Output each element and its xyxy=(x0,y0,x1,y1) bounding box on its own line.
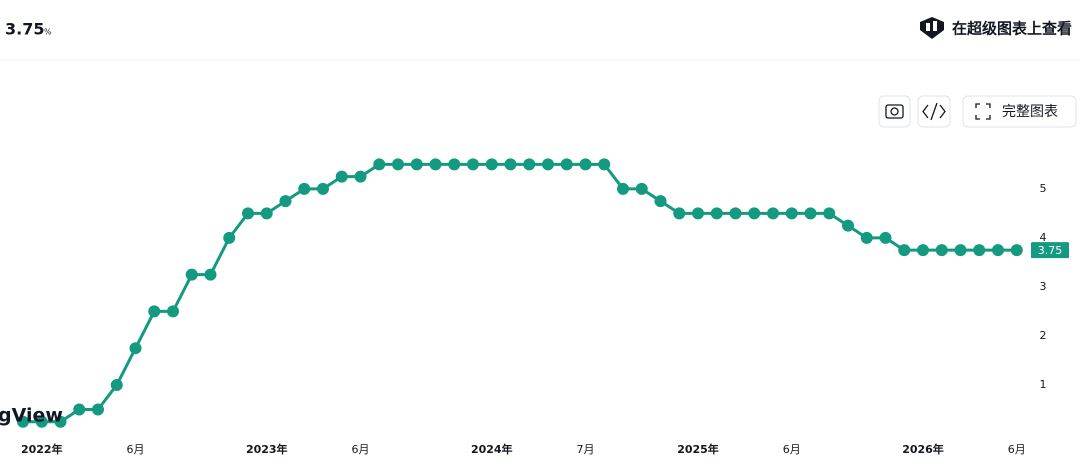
point xyxy=(260,207,273,220)
point xyxy=(185,268,198,281)
point xyxy=(242,207,254,220)
point xyxy=(504,158,517,171)
point xyxy=(579,158,592,171)
point xyxy=(654,195,667,208)
y-tick-label: 1 xyxy=(1040,378,1047,391)
supercharts-link[interactable]: 在超级图表上查看 xyxy=(920,17,1072,39)
point xyxy=(842,219,854,232)
point xyxy=(467,158,479,171)
point xyxy=(167,305,179,318)
point xyxy=(560,158,573,171)
y-tick-label: 2 xyxy=(1040,329,1047,342)
point xyxy=(485,158,498,171)
point xyxy=(748,207,761,220)
point xyxy=(335,170,348,183)
expand-icon xyxy=(975,103,991,120)
x-tick-label: 2023年 xyxy=(246,442,288,456)
point xyxy=(954,244,967,257)
code-icon xyxy=(922,102,946,121)
last-value-badge xyxy=(1031,242,1069,259)
point xyxy=(92,403,104,416)
x-tick-label: 6月 xyxy=(783,443,801,456)
embed-button[interactable] xyxy=(917,95,951,128)
unit: % xyxy=(44,28,52,37)
point xyxy=(298,182,311,195)
logo-icon xyxy=(920,17,944,39)
y-tick-label: 3 xyxy=(1040,280,1047,293)
point xyxy=(110,378,123,391)
camera-icon xyxy=(885,104,904,119)
point xyxy=(204,268,217,281)
point xyxy=(917,244,929,257)
point xyxy=(223,231,236,244)
logo-icon xyxy=(933,21,937,31)
point xyxy=(973,244,986,257)
point xyxy=(804,207,817,220)
point xyxy=(354,170,367,183)
x-tick-label: 7月 xyxy=(577,443,595,456)
y-tick-label: 5 xyxy=(1040,182,1047,195)
point xyxy=(823,207,836,220)
y-tick-label: 4 xyxy=(1040,231,1047,244)
point xyxy=(429,158,442,171)
camera-icon xyxy=(890,107,899,116)
point xyxy=(279,195,292,208)
x-tick-label: 2025年 xyxy=(677,442,719,456)
point xyxy=(598,158,611,171)
point xyxy=(410,158,423,171)
point xyxy=(860,231,873,244)
button-frame xyxy=(962,95,1077,128)
point xyxy=(879,231,892,244)
point xyxy=(392,158,404,171)
point xyxy=(729,207,742,220)
line xyxy=(23,162,1017,424)
logo-icon xyxy=(926,23,930,31)
snapshot-button[interactable] xyxy=(878,95,911,128)
point xyxy=(17,415,29,428)
point xyxy=(73,403,86,416)
link-text: 在超级图表上查看 xyxy=(952,20,1072,38)
point xyxy=(635,182,648,195)
watermark: gView xyxy=(0,405,63,427)
point xyxy=(54,415,67,428)
current-value: 3.75 xyxy=(5,20,44,39)
point xyxy=(35,415,48,428)
full-chart-button[interactable]: 完整图表 xyxy=(962,95,1077,128)
last-value-label: 3.75 xyxy=(1038,244,1063,257)
point xyxy=(898,244,911,257)
point xyxy=(542,158,554,171)
x-tick-label: 2024年 xyxy=(471,442,513,456)
point xyxy=(767,207,779,220)
point xyxy=(785,207,798,220)
point xyxy=(148,305,161,318)
point xyxy=(373,158,386,171)
point xyxy=(523,158,536,171)
point xyxy=(935,244,948,257)
point xyxy=(448,158,461,171)
point xyxy=(1010,244,1023,257)
point xyxy=(673,207,686,220)
point xyxy=(129,342,142,355)
point xyxy=(710,207,723,220)
x-tick-label: 6月 xyxy=(1008,443,1026,456)
point xyxy=(992,244,1004,257)
x-tick-label: 6月 xyxy=(127,443,145,456)
point xyxy=(617,182,629,195)
x-tick-label: 2022年 xyxy=(21,442,63,456)
x-tick-label: 6月 xyxy=(352,443,370,456)
button-frame xyxy=(878,95,911,128)
x-tick-label: 2026年 xyxy=(902,442,944,456)
point xyxy=(317,182,329,195)
point xyxy=(692,207,704,220)
button-text: 完整图表 xyxy=(1002,104,1058,120)
